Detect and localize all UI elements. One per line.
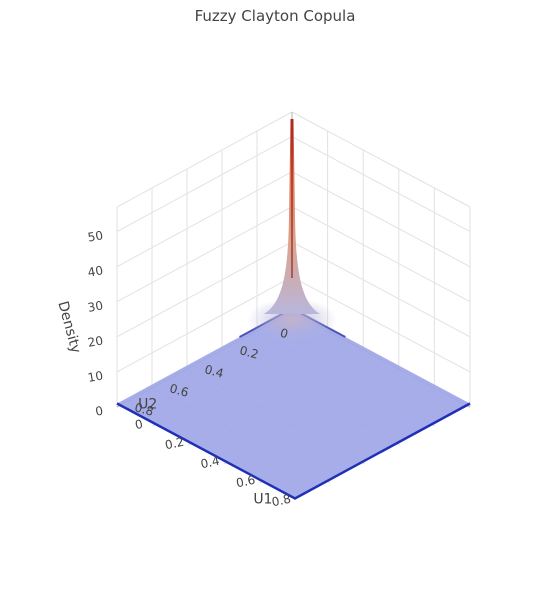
grid-line-z <box>116 241 293 338</box>
chart-title: Fuzzy Clayton Copula <box>194 7 356 25</box>
surface-corner-glow <box>247 297 338 342</box>
u1-axis-title: U1 <box>253 491 272 507</box>
u1-tick-label: 0.4 <box>199 454 221 472</box>
grid-line-z <box>116 276 293 373</box>
grid-line-z <box>116 136 293 233</box>
density-tick-label: 20 <box>87 333 104 349</box>
grid-line-z <box>291 206 471 303</box>
u1-tick-label: 0.6 <box>235 473 257 491</box>
u2-tick-label: 0.4 <box>203 362 225 380</box>
u1-tick-label: 0.8 <box>271 492 293 510</box>
grid-line-z <box>291 111 471 208</box>
u2-tick-label: 0 <box>279 326 290 342</box>
grid-line-z <box>116 171 293 268</box>
density-surface <box>116 119 471 500</box>
grid-line-z <box>116 111 293 208</box>
density-tick-label: 40 <box>87 263 104 279</box>
density-axis-title: Density <box>54 299 83 355</box>
grid-line-z <box>291 171 471 268</box>
density-tick-label: 0 <box>94 404 104 419</box>
u2-tick-label: 0.6 <box>168 381 190 399</box>
grid-line-z <box>291 241 471 338</box>
density-tick-label: 10 <box>87 369 104 385</box>
grid-line-z <box>116 206 293 303</box>
grid-line-z <box>291 136 471 233</box>
surface-front-edge <box>116 402 471 500</box>
grid-line-z <box>291 276 471 373</box>
u1-tick-label: 0.2 <box>164 435 186 453</box>
density-tick-label: 30 <box>87 298 104 314</box>
density-tick-label: 50 <box>87 228 104 244</box>
u2-tick-label: 0.8 <box>133 400 155 418</box>
u2-tick-label: 0.2 <box>238 343 260 361</box>
u1-tick-label: 0 <box>134 417 144 432</box>
u2-axis-title: U2 <box>138 396 157 412</box>
